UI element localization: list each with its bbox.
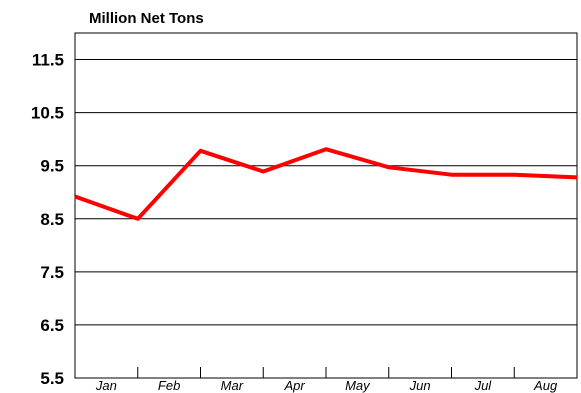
x-tick-label: Jul: [474, 378, 493, 393]
x-axis-labels: Jan Feb Mar Apr May Jun Jul Aug: [95, 378, 558, 393]
chart-title: Million Net Tons: [89, 10, 204, 27]
x-tick-label: May: [345, 378, 371, 393]
x-tick-label: Jun: [409, 378, 431, 393]
x-tick-label: Aug: [533, 378, 558, 393]
y-tick-label: 7.5: [40, 263, 64, 282]
y-tick-label: 8.5: [40, 210, 64, 229]
y-tick-label: 11.5: [32, 51, 64, 70]
y-tick-label: 10.5: [31, 104, 64, 123]
plot-area: [74, 32, 578, 379]
series-line: [74, 147, 578, 221]
gridlines: [75, 59, 577, 326]
x-tick-marks: [137, 367, 515, 378]
x-tick-label: Apr: [284, 378, 306, 393]
x-tick-label: Feb: [158, 378, 180, 393]
x-tick-label: Mar: [221, 378, 244, 393]
y-tick-label: 5.5: [40, 369, 64, 388]
y-axis-labels: 5.5 6.5 7.5 8.5 9.5 10.5 11.5: [31, 51, 64, 388]
y-tick-label: 6.5: [40, 316, 64, 335]
x-tick-label: Jan: [95, 378, 117, 393]
y-tick-label: 9.5: [40, 157, 64, 176]
